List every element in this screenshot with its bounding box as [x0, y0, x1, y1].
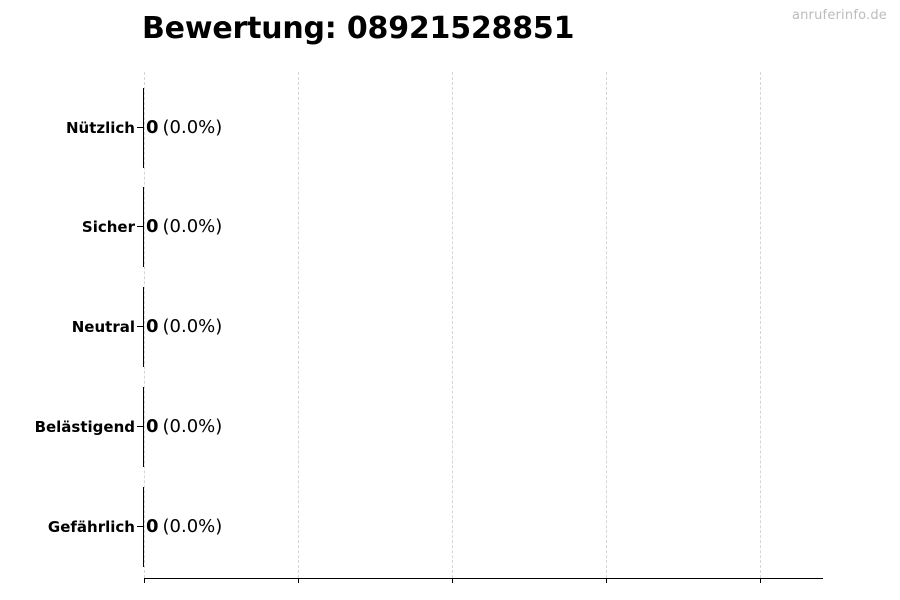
gridline-x-1 — [298, 72, 299, 578]
bar-percent-sicher: (0.0%) — [162, 216, 223, 237]
bar-neutral — [143, 287, 144, 367]
x-axis-line — [144, 578, 823, 579]
bar-percent-belaestigend: (0.0%) — [162, 416, 223, 437]
bar-belaestigend — [143, 387, 144, 467]
y-tick-sicher — [137, 226, 144, 227]
bar-value-gefaehrlich: 0 (0.0%) — [146, 515, 222, 539]
y-axis-label-sicher: Sicher — [81, 218, 135, 236]
bar-value-belaestigend: 0 (0.0%) — [146, 415, 222, 439]
x-tick-2 — [452, 578, 453, 583]
gridline-x-0 — [144, 72, 145, 578]
bar-count-gefaehrlich: 0 — [146, 516, 159, 537]
gridline-x-4 — [760, 72, 761, 578]
y-axis-label-belaestigend: Belästigend — [34, 418, 135, 436]
bar-sicher — [143, 187, 144, 267]
y-tick-belaestigend — [137, 426, 144, 427]
bar-gefaehrlich — [143, 487, 144, 567]
x-tick-4 — [760, 578, 761, 583]
page-title: Bewertung: 08921528851 — [142, 11, 575, 46]
x-tick-0 — [144, 578, 145, 583]
site-watermark: anruferinfo.de — [791, 8, 887, 23]
bar-percent-gefaehrlich: (0.0%) — [162, 516, 223, 537]
bar-count-neutral: 0 — [146, 316, 159, 337]
y-tick-nuetzlich — [137, 127, 144, 128]
x-tick-1 — [298, 578, 299, 583]
y-axis-label-nuetzlich: Nützlich — [66, 119, 135, 137]
gridline-x-3 — [606, 72, 607, 578]
x-tick-3 — [606, 578, 607, 583]
bar-percent-neutral: (0.0%) — [162, 316, 223, 337]
bar-value-nuetzlich: 0 (0.0%) — [146, 116, 222, 140]
y-tick-gefaehrlich — [137, 526, 144, 527]
plot-area — [144, 72, 823, 578]
y-axis-label-neutral: Neutral — [71, 318, 135, 336]
bar-nuetzlich — [143, 88, 144, 168]
bar-count-belaestigend: 0 — [146, 416, 159, 437]
bar-value-sicher: 0 (0.0%) — [146, 215, 222, 239]
bar-count-sicher: 0 — [146, 216, 159, 237]
bar-value-neutral: 0 (0.0%) — [146, 315, 222, 339]
y-axis-label-gefaehrlich: Gefährlich — [47, 518, 135, 536]
gridline-x-2 — [452, 72, 453, 578]
bar-count-nuetzlich: 0 — [146, 117, 159, 138]
y-tick-neutral — [137, 326, 144, 327]
bar-percent-nuetzlich: (0.0%) — [162, 117, 223, 138]
